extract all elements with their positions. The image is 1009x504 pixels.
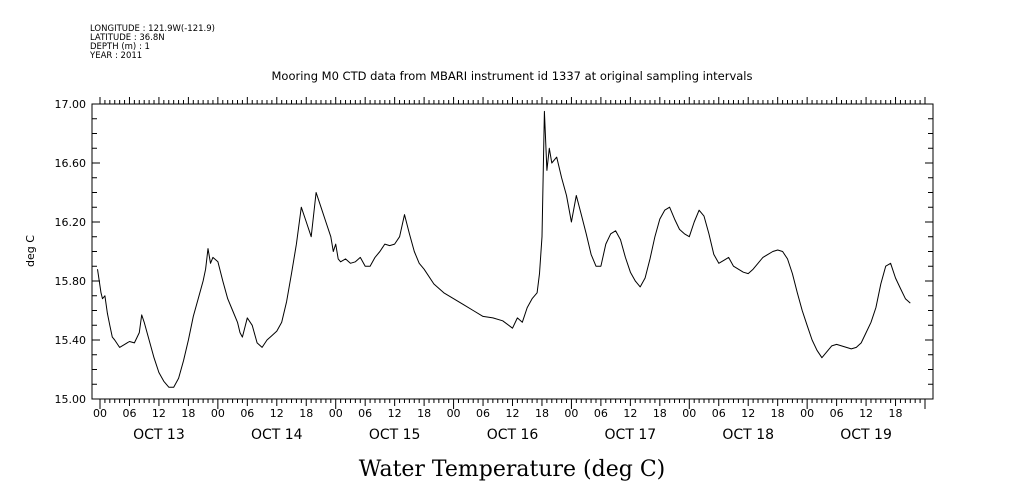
x-hour-label: 06 bbox=[358, 407, 372, 420]
x-hour-label: 12 bbox=[270, 407, 284, 420]
y-tick-label: 15.40 bbox=[55, 334, 87, 347]
x-hour-label: 18 bbox=[653, 407, 667, 420]
x-hour-label: 12 bbox=[152, 407, 166, 420]
x-hour-label: 00 bbox=[682, 407, 696, 420]
x-hour-label: 18 bbox=[417, 407, 431, 420]
x-hour-label: 18 bbox=[535, 407, 549, 420]
x-hour-label: 18 bbox=[889, 407, 903, 420]
plot-frame bbox=[91, 103, 934, 400]
x-day-label: OCT 16 bbox=[487, 427, 539, 443]
x-hour-label: 06 bbox=[594, 407, 608, 420]
x-day-label: OCT 13 bbox=[133, 427, 185, 443]
x-hour-label: 12 bbox=[859, 407, 873, 420]
x-hour-label: 12 bbox=[388, 407, 402, 420]
series-layer bbox=[97, 110, 911, 388]
y-axis: 15.00 15.40 15.80 16.20 16.60 17.00 bbox=[55, 98, 933, 406]
depth-label: DEPTH (m) : 1 bbox=[90, 42, 150, 52]
y-tick-label: 17.00 bbox=[55, 98, 87, 111]
x-day-label: OCT 15 bbox=[369, 427, 421, 443]
y-tick-label: 16.20 bbox=[55, 216, 87, 229]
x-hour-label: 12 bbox=[741, 407, 755, 420]
longitude-label: LONGITUDE : 121.9W(-121.9) bbox=[90, 24, 215, 34]
x-hour-label: 06 bbox=[830, 407, 844, 420]
x-day-label: OCT 19 bbox=[840, 427, 892, 443]
x-hour-label: 18 bbox=[771, 407, 785, 420]
x-hour-label: 00 bbox=[564, 407, 578, 420]
x-hour-label: 18 bbox=[181, 407, 195, 420]
x-hour-label: 00 bbox=[93, 407, 107, 420]
x-axis-title: Water Temperature (deg C) bbox=[359, 457, 666, 482]
year-label: YEAR : 2011 bbox=[89, 51, 142, 61]
x-hour-label: 06 bbox=[712, 407, 726, 420]
temperature-series-line bbox=[97, 110, 911, 388]
latitude-label: LATITUDE : 36.8N bbox=[90, 33, 165, 43]
x-hour-label: 06 bbox=[122, 407, 136, 420]
x-hour-label: 12 bbox=[623, 407, 637, 420]
x-day-label: OCT 18 bbox=[722, 427, 774, 443]
x-hour-label: 00 bbox=[800, 407, 814, 420]
y-tick-label: 15.80 bbox=[55, 275, 87, 288]
x-hour-label: 06 bbox=[240, 407, 254, 420]
x-hour-label: 00 bbox=[211, 407, 225, 420]
metadata-block: LONGITUDE : 121.9W(-121.9) LATITUDE : 36… bbox=[89, 24, 215, 61]
y-tick-label: 16.60 bbox=[55, 157, 87, 170]
x-axis: 00 06 12 18 00 06 12 18 00 06 12 18 00 06 12 18 00 06 12 18… bbox=[93, 97, 926, 443]
chart-title: Mooring M0 CTD data from MBARI instrumen… bbox=[272, 69, 753, 83]
x-hour-label: 00 bbox=[447, 407, 461, 420]
y-tick-label: 15.00 bbox=[55, 393, 87, 406]
x-hour-label: 12 bbox=[506, 407, 520, 420]
x-hour-label: 00 bbox=[329, 407, 343, 420]
y-axis-label: deg C bbox=[24, 235, 37, 267]
x-hour-label: 06 bbox=[476, 407, 490, 420]
x-hour-label: 18 bbox=[299, 407, 313, 420]
x-day-label: OCT 17 bbox=[605, 427, 657, 443]
x-day-label: OCT 14 bbox=[251, 427, 303, 443]
